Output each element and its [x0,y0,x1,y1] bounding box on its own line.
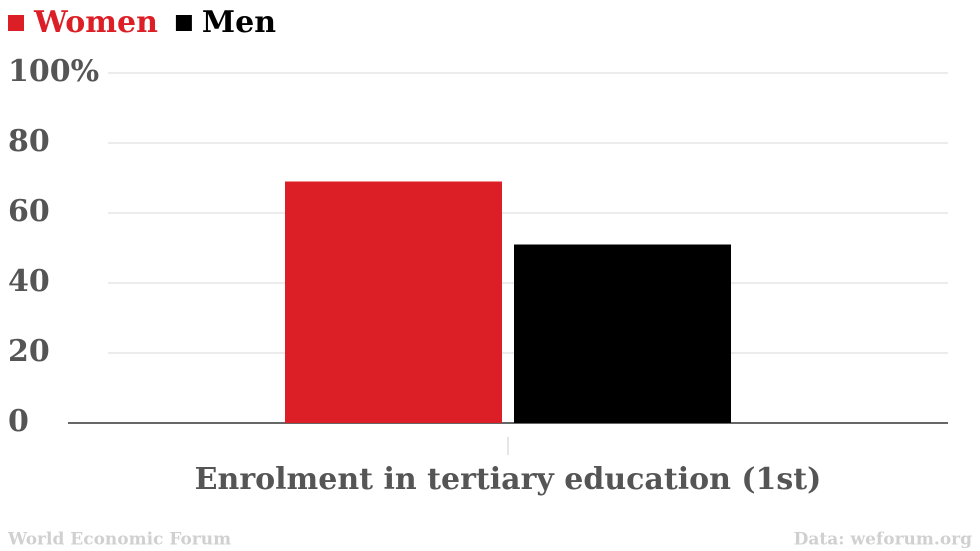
y-tick-label: 20 [8,334,50,369]
legend-label: Men [202,5,276,40]
legend-swatch [175,15,192,31]
y-tick-label: 0 [8,404,29,439]
y-tick-label: 60 [8,194,50,229]
credit: World Economic Forum [7,530,231,550]
bar [285,181,502,423]
legend-label: Women [33,5,158,40]
source: Data: weforum.org [794,530,972,550]
bar [514,244,731,423]
y-tick-label: 100% [8,54,99,89]
y-tick-label: 40 [8,264,50,299]
legend-swatch [8,15,24,31]
x-tick-label: Enrolment in tertiary education (1st) [195,462,822,497]
y-tick-label: 80 [8,124,50,159]
